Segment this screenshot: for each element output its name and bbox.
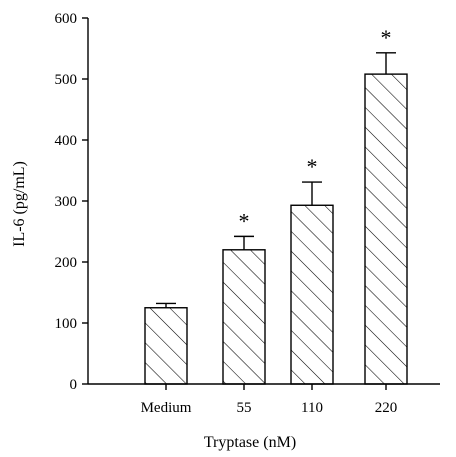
- y-tick-label: 200: [55, 255, 78, 271]
- y-tick-label: 0: [70, 377, 78, 393]
- x-tick-label: 220: [375, 400, 398, 416]
- y-tick-label: 300: [55, 194, 78, 210]
- bar: [364, 73, 408, 385]
- bar: [222, 249, 266, 385]
- significance-mark: *: [239, 208, 250, 233]
- significance-mark: *: [381, 25, 392, 50]
- bar: [144, 307, 188, 385]
- x-axis-title: Tryptase (nM): [204, 434, 296, 451]
- bars-layer: * * *: [144, 25, 408, 385]
- significance-mark: *: [307, 154, 318, 179]
- x-tick-label: 110: [301, 400, 323, 416]
- y-tick-label: 100: [55, 316, 78, 332]
- y-tick-label: 400: [55, 133, 78, 149]
- y-axis-title: IL-6 (pg/mL): [11, 161, 28, 247]
- y-tick-label: 600: [55, 11, 78, 27]
- y-tick-label: 500: [55, 72, 78, 88]
- bar: [290, 204, 334, 385]
- x-tick-label: Medium: [141, 400, 192, 416]
- x-tick-label: 55: [237, 400, 252, 416]
- axes-layer: 0 100 200 300 400 500 600 Medium 55 110 220: [55, 11, 440, 416]
